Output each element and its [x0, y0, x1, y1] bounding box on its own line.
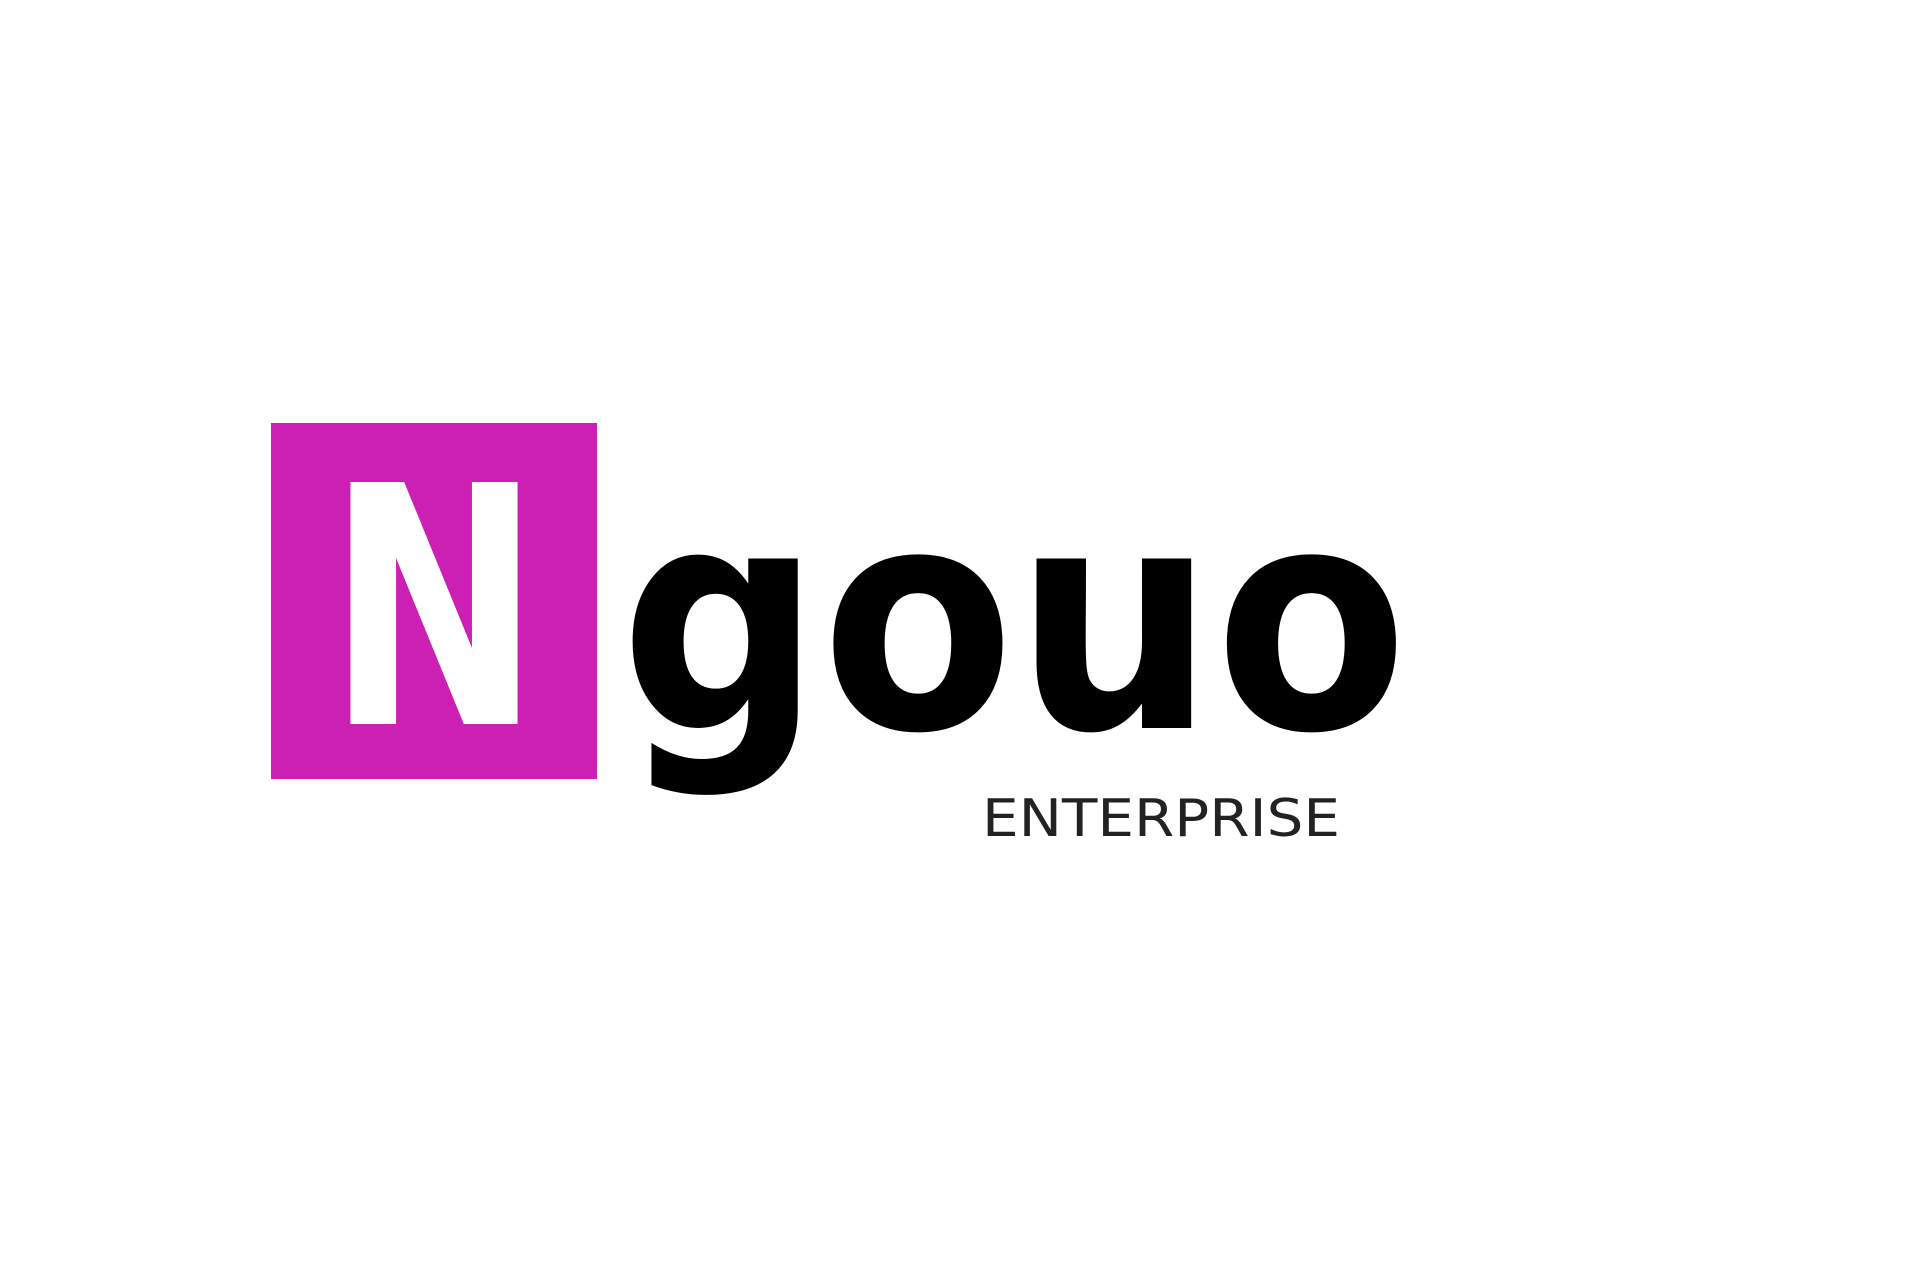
logo-accent-box [271, 423, 597, 779]
logo-tagline: ENTERPRISE [982, 789, 1340, 849]
logo-wordmark: gouo [620, 441, 1408, 802]
logo-initial-letter: N [327, 417, 541, 803]
